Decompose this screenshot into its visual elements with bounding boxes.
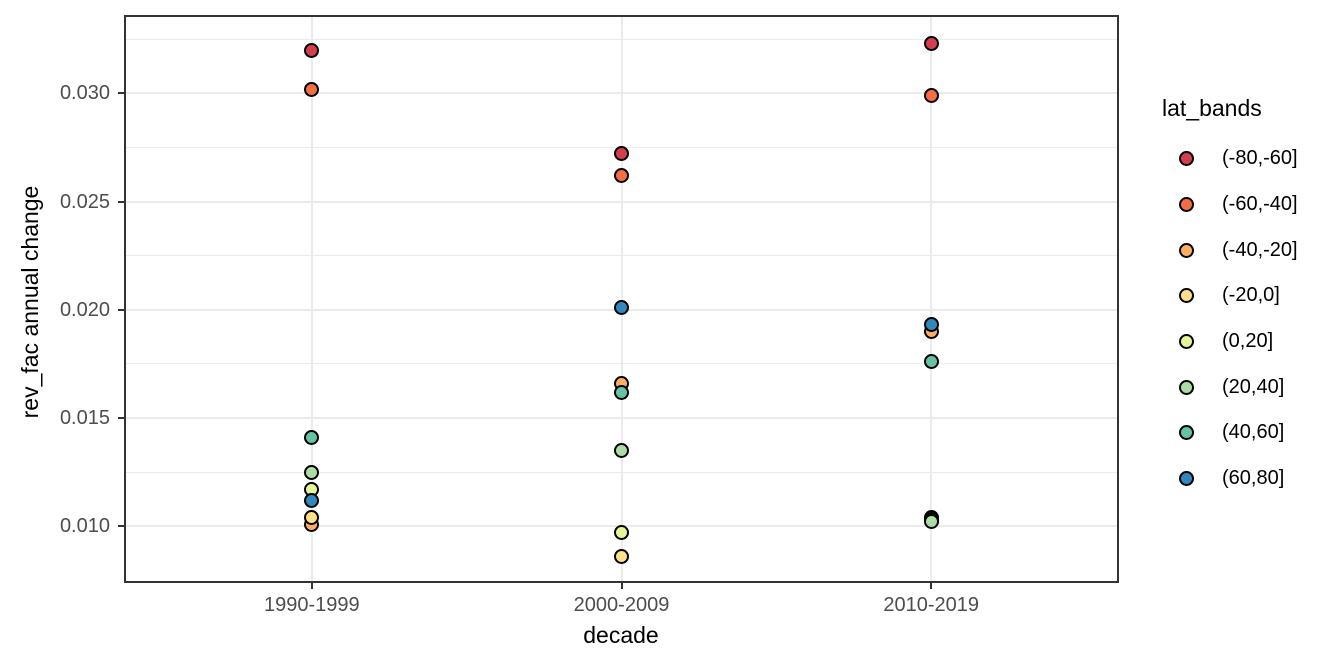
data-point-(40,60]-1990-1999 xyxy=(304,430,320,445)
legend-key-icon xyxy=(1179,197,1194,213)
data-point-(-20,0]-1990-1999 xyxy=(304,510,320,526)
y-tick-label: 0.030 xyxy=(59,82,110,105)
data-point-(20,40]-2000-2009 xyxy=(614,442,629,458)
y-tick-label: 0.010 xyxy=(59,515,110,538)
x-tick-label: 2000-2009 xyxy=(573,594,670,616)
y-axis-tick xyxy=(118,200,124,203)
legend-item-(60,80]: (60,80] xyxy=(1162,456,1298,502)
data-point-(0,20]-2000-2009 xyxy=(614,525,629,541)
data-point-(60,80]-2010-2019 xyxy=(923,317,939,333)
legend-item-label: (20,40] xyxy=(1222,375,1285,398)
y-axis-tick xyxy=(118,525,124,528)
data-point-(-80,-60]-1990-1999 xyxy=(304,42,320,58)
legend-key-icon xyxy=(1179,242,1194,258)
data-point-(-60,-40]-2000-2009 xyxy=(614,168,629,184)
legend-key-icon xyxy=(1179,471,1194,487)
legend-item-label: (0,20] xyxy=(1222,330,1274,353)
data-point-(20,40]-2010-2019 xyxy=(923,514,939,530)
x-axis-title: decade xyxy=(583,622,659,648)
legend-key-icon xyxy=(1179,151,1194,167)
legend-key-icon xyxy=(1179,288,1194,304)
legend-item-(-80,-60]: (-80,-60] xyxy=(1162,136,1298,182)
data-point-(-80,-60]-2010-2019 xyxy=(923,36,939,52)
data-point-(40,60]-2010-2019 xyxy=(923,354,939,370)
legend-item-label: (-60,-40] xyxy=(1222,193,1298,216)
x-axis-tick xyxy=(310,583,313,589)
x-axis-tick xyxy=(620,583,623,589)
y-axis-tick xyxy=(118,92,124,95)
x-axis-tick xyxy=(930,583,933,589)
data-point-(-20,0]-2000-2009 xyxy=(614,549,629,565)
legend-key-icon xyxy=(1179,425,1194,441)
category-gridline xyxy=(310,17,313,581)
legend-item-(-20,0]: (-20,0] xyxy=(1162,273,1298,319)
data-point-(60,80]-2000-2009 xyxy=(614,300,629,316)
x-tick-label: 1990-1999 xyxy=(263,594,360,616)
category-gridline xyxy=(620,17,623,581)
legend-key-icon xyxy=(1179,334,1194,350)
legend-item-label: (40,60] xyxy=(1222,421,1285,444)
legend-item-label: (-40,-20] xyxy=(1222,238,1298,261)
plot-panel xyxy=(124,15,1119,583)
data-point-(40,60]-2000-2009 xyxy=(614,384,629,400)
y-tick-label: 0.020 xyxy=(59,298,110,321)
data-point-(20,40]-1990-1999 xyxy=(304,464,320,480)
legend-item-label: (-80,-60] xyxy=(1222,147,1298,170)
legend-item-(-60,-40]: (-60,-40] xyxy=(1162,182,1298,228)
y-tick-label: 0.025 xyxy=(59,190,110,213)
legend-item-(-40,-20]: (-40,-20] xyxy=(1162,227,1298,273)
legend-item-(40,60]: (40,60] xyxy=(1162,410,1298,456)
legend-title: lat_bands xyxy=(1162,95,1262,121)
legend-item-list: (-80,-60] (-60,-40] (-40,-20] (-20,0] (0,20]… xyxy=(1162,136,1298,502)
legend-item-(0,20]: (0,20] xyxy=(1162,319,1298,365)
y-axis-tick xyxy=(118,308,124,311)
legend-key-icon xyxy=(1179,379,1194,395)
legend-item-label: (-20,0] xyxy=(1222,284,1280,307)
legend-item-label: (60,80] xyxy=(1222,467,1285,490)
data-point-(60,80]-1990-1999 xyxy=(304,492,320,508)
x-tick-label: 2010-2019 xyxy=(883,594,980,616)
data-point-(-60,-40]-1990-1999 xyxy=(304,81,320,97)
y-tick-label: 0.015 xyxy=(59,407,110,430)
y-axis-tick xyxy=(118,417,124,420)
y-axis-title: rev_fac annual change xyxy=(17,185,43,419)
data-point-(-80,-60]-2000-2009 xyxy=(614,146,629,162)
category-gridline xyxy=(930,17,933,581)
data-point-(-60,-40]-2010-2019 xyxy=(923,88,939,104)
legend: lat_bands (-80,-60] (-60,-40] (-40,-20] (-2… xyxy=(1162,95,1298,502)
legend-item-(20,40]: (20,40] xyxy=(1162,364,1298,410)
